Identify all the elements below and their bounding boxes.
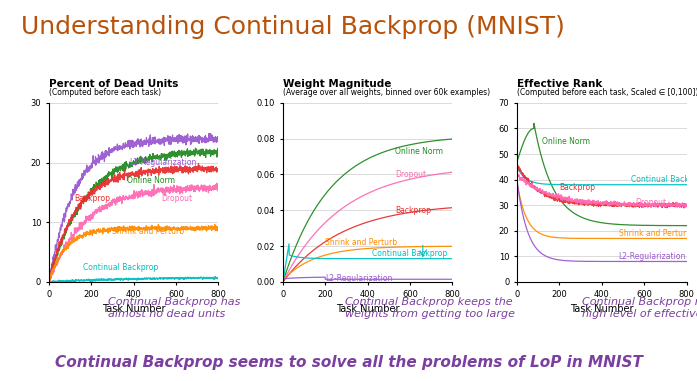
Text: Effective Rank: Effective Rank [517, 79, 602, 89]
Text: Percent of Dead Units: Percent of Dead Units [49, 79, 178, 89]
Text: Continual Backprop keeps the
weights from getting too large: Continual Backprop keeps the weights fro… [345, 297, 515, 319]
Text: Continual Backprop: Continual Backprop [631, 175, 697, 184]
Text: Shrink and Perturb: Shrink and Perturb [112, 227, 185, 236]
Text: Online Norm: Online Norm [542, 137, 590, 146]
Text: L2-Regularization: L2-Regularization [130, 158, 197, 167]
Text: L2-Regularization: L2-Regularization [325, 274, 392, 283]
Text: Backprop: Backprop [559, 183, 595, 192]
Text: (Average over all weights, binned over 60k examples): (Average over all weights, binned over 6… [283, 88, 490, 97]
Text: Backprop: Backprop [395, 206, 431, 215]
Text: L2-Regularization: L2-Regularization [619, 252, 686, 261]
Text: Continual Backprop: Continual Backprop [83, 263, 158, 272]
Text: (Computed before each task): (Computed before each task) [49, 88, 161, 97]
Text: (Computed before each task, Scaled ∈ [0,100]): (Computed before each task, Scaled ∈ [0,… [517, 88, 697, 97]
Text: Dropout: Dropout [636, 198, 667, 207]
Text: Online Norm: Online Norm [395, 147, 443, 156]
X-axis label: Task Number: Task Number [102, 304, 165, 314]
Text: Continual Backprop has
almost no dead units: Continual Backprop has almost no dead un… [108, 297, 240, 319]
Text: Understanding Continual Backprop (MNIST): Understanding Continual Backprop (MNIST) [21, 15, 565, 39]
Text: Backprop: Backprop [75, 194, 110, 203]
X-axis label: Task Number: Task Number [570, 304, 634, 314]
Text: Continual Backprop seems to solve all the problems of LoP in MNIST: Continual Backprop seems to solve all th… [54, 355, 643, 370]
Text: Online Norm: Online Norm [128, 176, 175, 185]
Text: Weight Magnitude: Weight Magnitude [283, 79, 391, 89]
Text: Shrink and Perturb: Shrink and Perturb [325, 238, 397, 247]
Text: Continual Backprop: Continual Backprop [372, 249, 447, 258]
Text: Shrink and Perturb: Shrink and Perturb [619, 229, 691, 238]
Text: Dropout: Dropout [161, 194, 192, 203]
X-axis label: Task Number: Task Number [336, 304, 399, 314]
Text: Continual Backprop maintains a
high level of effective rank: Continual Backprop maintains a high leve… [582, 297, 697, 319]
Text: Dropout: Dropout [395, 170, 427, 179]
